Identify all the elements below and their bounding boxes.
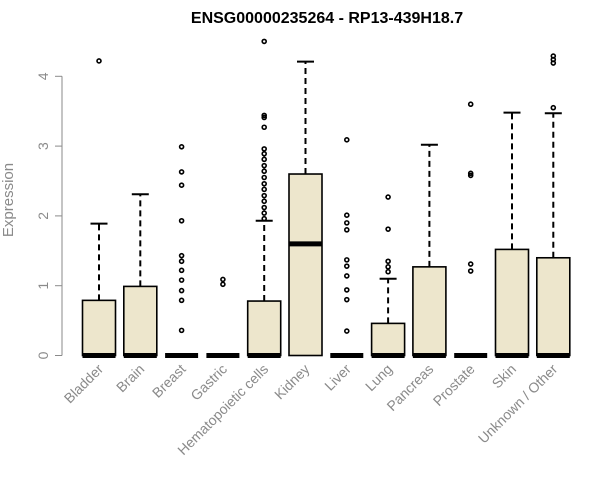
outlier-point (220, 276, 226, 283)
box-bladder (81, 58, 117, 358)
box-unknown-other (535, 53, 571, 358)
outlier-point (385, 226, 391, 232)
box-body (81, 299, 117, 357)
outlier-point (343, 227, 350, 233)
outlier-point (343, 296, 350, 303)
x-tick-label: Bladder (61, 361, 107, 407)
outlier-point (261, 38, 268, 45)
outlier-point (343, 212, 350, 219)
box-body (535, 256, 571, 357)
outlier-point (261, 162, 268, 169)
y-tick-label: 4 (35, 72, 51, 80)
outlier-point (467, 170, 474, 177)
box-liver (330, 137, 364, 358)
box-brain (123, 193, 158, 358)
outlier-point (343, 263, 350, 269)
outlier-point (178, 267, 185, 274)
outlier-point (96, 58, 102, 64)
outlier-point (178, 252, 185, 259)
outlier-point (261, 112, 268, 119)
outlier-point (343, 220, 350, 226)
x-tick-label: Skin (489, 361, 520, 392)
outlier-point (550, 53, 557, 59)
outlier-point (343, 287, 350, 293)
box-skin (494, 111, 530, 358)
outlier-point (261, 204, 268, 211)
outlier-point (178, 258, 185, 265)
box-body (123, 285, 158, 357)
outlier-point (343, 137, 350, 143)
outlier-point (178, 297, 185, 304)
outlier-point (261, 124, 268, 131)
outlier-point (178, 327, 185, 334)
outlier-point (467, 101, 474, 108)
y-tick-label: 3 (35, 142, 51, 150)
box-breast (165, 143, 199, 358)
box-body (412, 266, 447, 357)
y-axis: 0 1 2 3 4 (35, 72, 63, 359)
outlier-point (178, 217, 185, 224)
box-hematopoietic-cells (246, 38, 282, 358)
outlier-point (261, 114, 268, 121)
box-body (370, 322, 406, 357)
outlier-point (550, 104, 557, 111)
box-gastric (206, 276, 240, 358)
outlier-point (261, 146, 268, 152)
y-tick-label: 2 (35, 212, 51, 220)
box-series (81, 38, 571, 358)
x-tick-label: Breast (149, 361, 189, 401)
outlier-point (261, 156, 268, 163)
outlier-point (178, 169, 185, 175)
box-lung (370, 194, 406, 358)
y-tick-label: 0 (35, 351, 51, 359)
outlier-point (261, 192, 268, 199)
outlier-point (178, 277, 185, 283)
outlier-point (261, 168, 268, 175)
outlier-point (385, 194, 391, 200)
x-tick-label: Liver (321, 361, 354, 394)
chart-title: ENSG00000235264 - RP13-439H18.7 (191, 10, 463, 27)
box-prostate (454, 101, 488, 358)
outlier-point (467, 172, 474, 179)
outlier-point (261, 186, 268, 193)
outlier-point (178, 143, 185, 150)
outlier-point (467, 261, 474, 267)
outlier-point (261, 150, 268, 157)
outlier-point (385, 264, 391, 270)
outlier-point (467, 268, 474, 274)
outlier-point (261, 174, 268, 181)
outlier-point (343, 257, 350, 263)
box-kidney (288, 60, 323, 357)
outlier-point (261, 210, 268, 216)
outlier-point (178, 182, 185, 188)
y-axis-label: Expression (0, 163, 17, 237)
outlier-point (261, 215, 268, 222)
x-tick-label: Brain (113, 361, 147, 395)
outlier-point (385, 258, 391, 265)
outlier-point (261, 180, 268, 187)
x-tick-label: Kidney (271, 361, 313, 403)
y-tick-label: 1 (35, 282, 51, 290)
box-body (494, 248, 530, 357)
outlier-point (385, 268, 391, 275)
box-body (288, 173, 323, 357)
x-tick-label: Lung (362, 361, 395, 394)
x-tick-label: Prostate (430, 361, 478, 409)
outlier-point (178, 287, 185, 294)
outlier-point (220, 281, 226, 288)
outlier-point (343, 328, 350, 334)
box-pancreas (412, 143, 447, 358)
outlier-point (343, 273, 350, 279)
box-body (246, 300, 282, 357)
outlier-point (261, 198, 268, 205)
